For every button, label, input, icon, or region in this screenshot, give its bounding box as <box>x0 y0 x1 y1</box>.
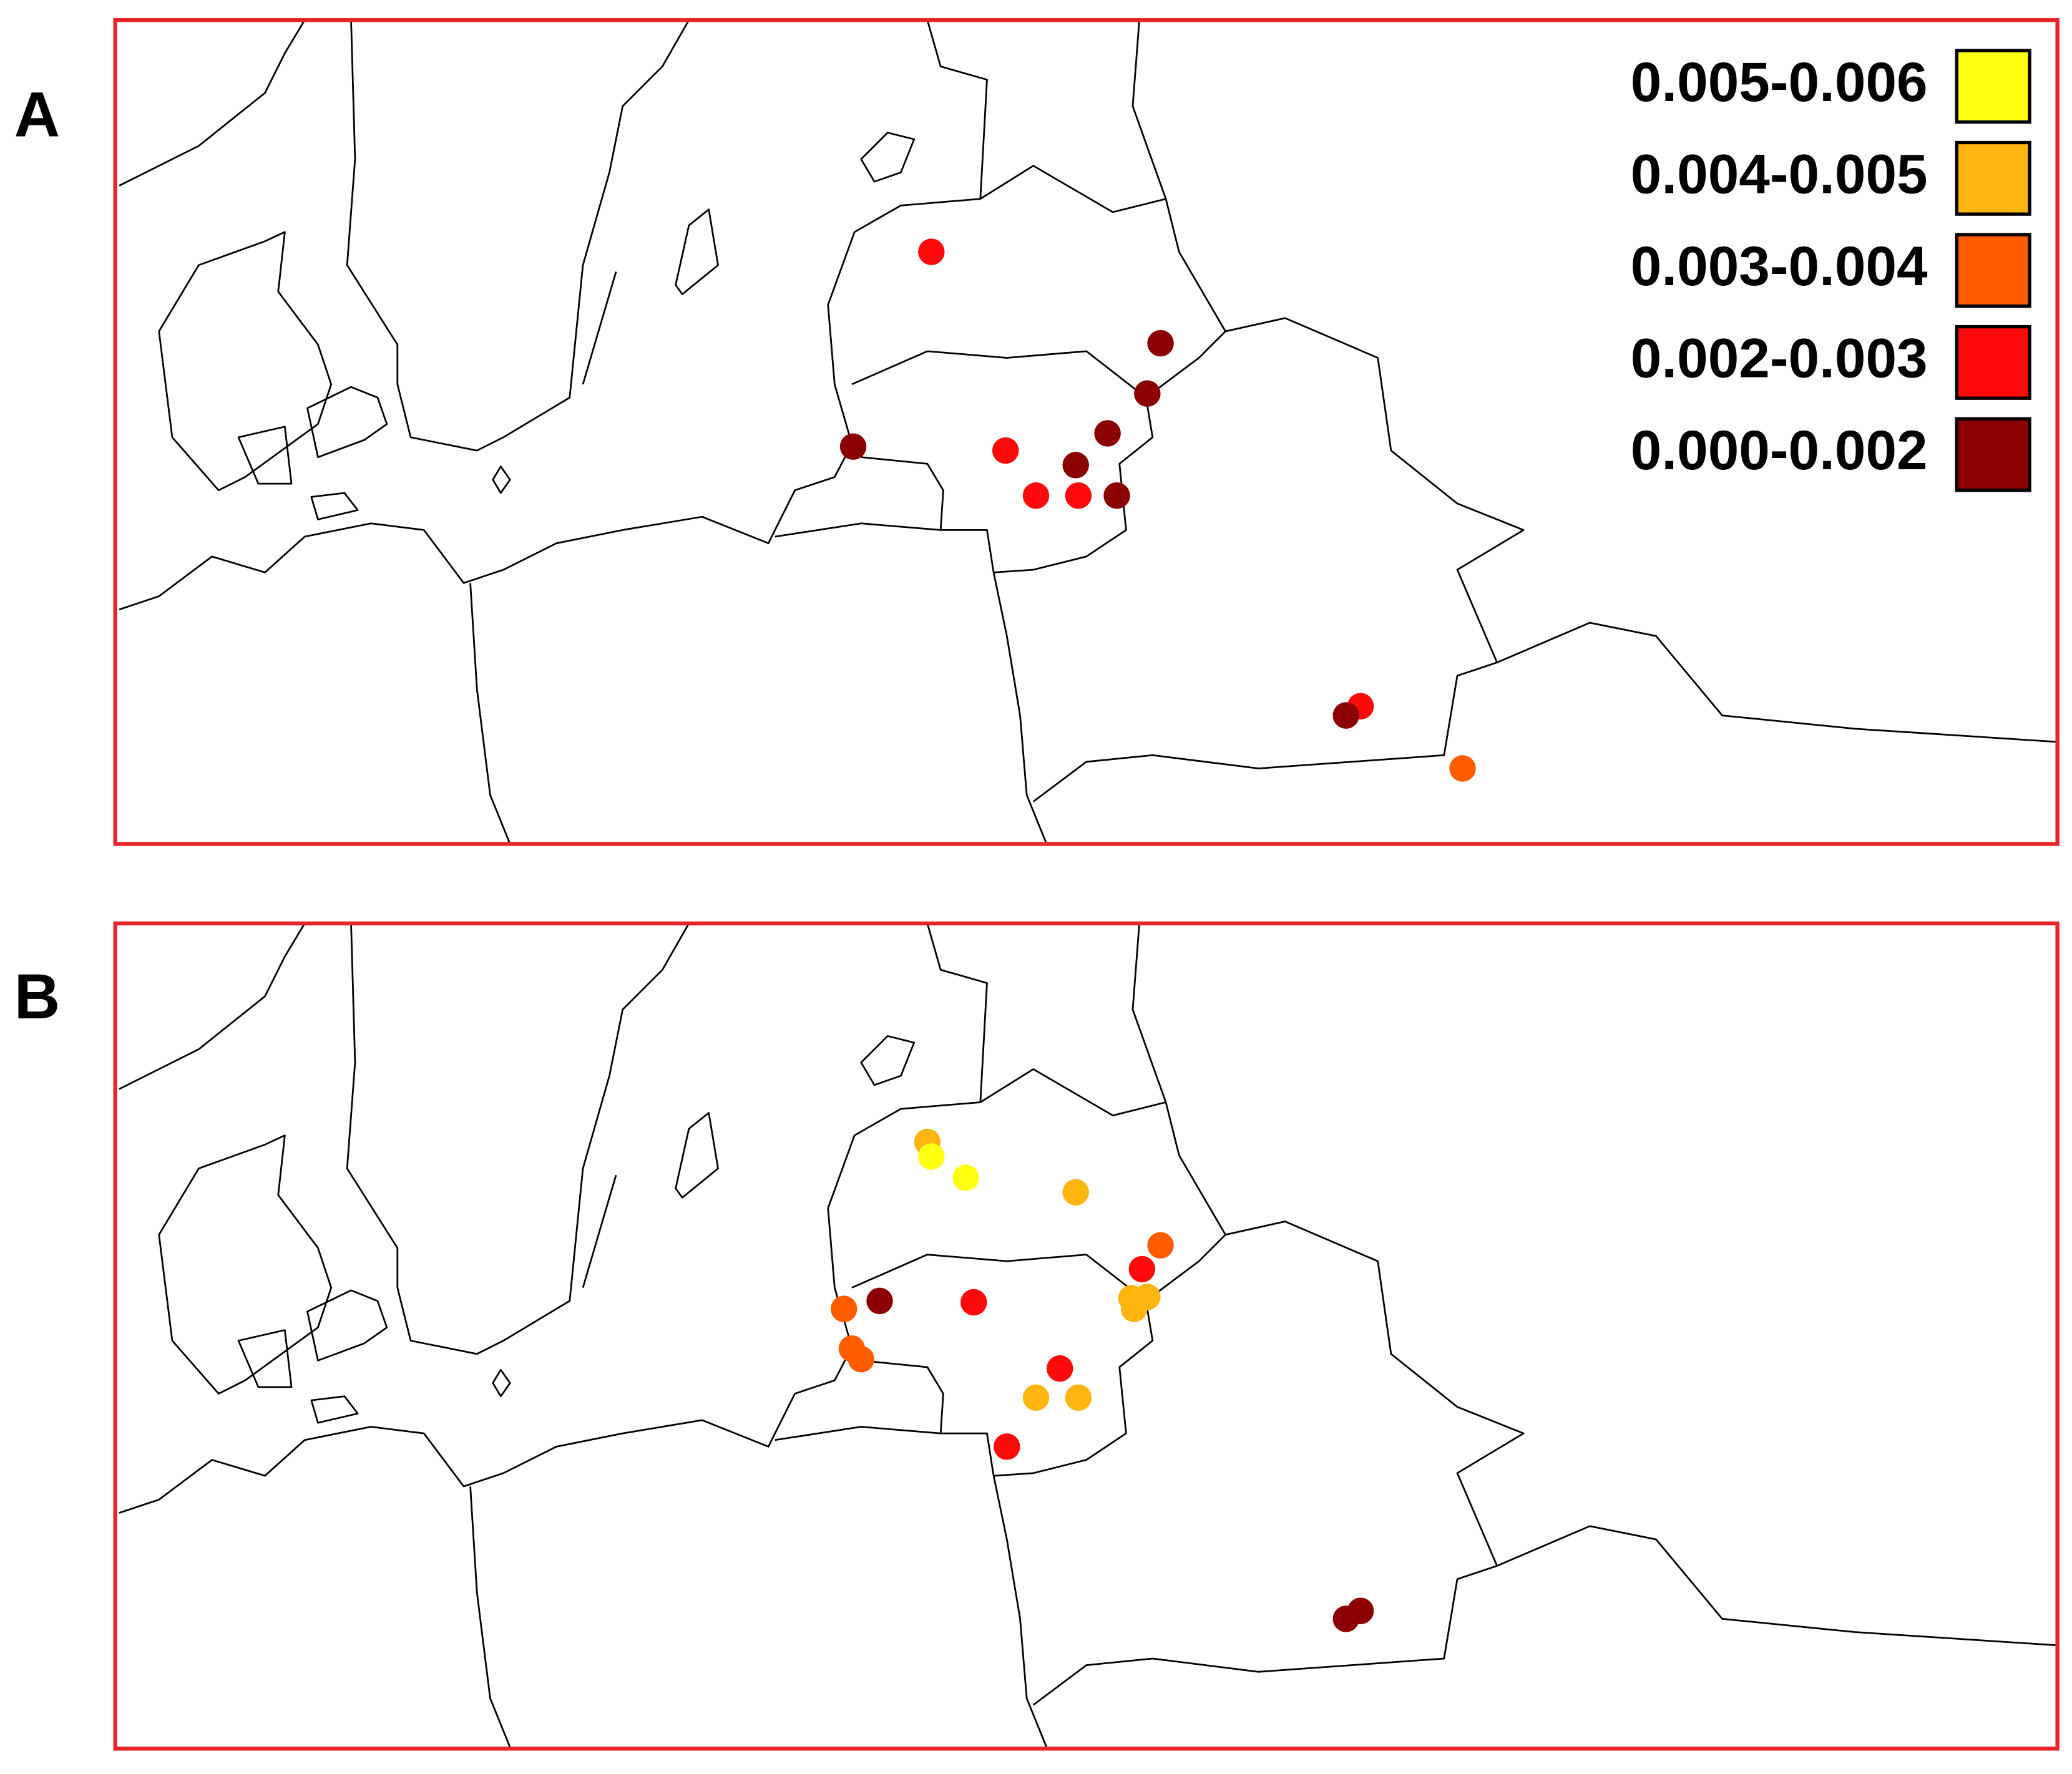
site <box>992 437 1019 464</box>
site <box>960 1289 987 1316</box>
panel-label: A <box>14 79 61 150</box>
site <box>1332 702 1359 729</box>
legend-label: 0.004-0.005 <box>1631 142 1928 205</box>
legend-swatch <box>1955 49 2031 124</box>
legend-swatch <box>1955 417 2031 492</box>
site <box>1062 1179 1089 1206</box>
legend-swatch <box>1955 324 2031 400</box>
site <box>866 1287 893 1315</box>
panel-frame <box>113 921 2060 1751</box>
site <box>1120 1295 1148 1322</box>
site <box>952 1164 979 1191</box>
site <box>1449 755 1476 782</box>
panel-label: B <box>14 961 61 1032</box>
site <box>994 1433 1020 1460</box>
site <box>1065 482 1092 509</box>
sites <box>830 1128 1374 1632</box>
panel-frame <box>113 17 2060 846</box>
legend-swatch <box>1955 140 2031 216</box>
site <box>918 238 945 265</box>
site <box>1065 1384 1092 1411</box>
site <box>830 1295 858 1322</box>
panel-a: A 0.005-0.006 0.004-0.005 0.003-0.004 0.002… <box>14 17 2060 846</box>
site <box>1147 1232 1174 1259</box>
site <box>1022 1384 1050 1411</box>
site <box>1128 1255 1156 1283</box>
site <box>1134 380 1161 407</box>
legend-label: 0.003-0.004 <box>1631 235 1928 297</box>
sites <box>839 238 1476 782</box>
site <box>918 1143 945 1170</box>
panel-b: B <box>14 921 2060 1751</box>
legend-label: 0.000-0.002 <box>1631 419 1928 481</box>
site <box>1147 329 1174 357</box>
site <box>1022 482 1050 509</box>
site <box>1046 1355 1073 1382</box>
basemap <box>118 923 2058 1748</box>
site <box>1332 1606 1359 1632</box>
site <box>1103 482 1130 509</box>
legend-label: 0.002-0.003 <box>1631 326 1928 389</box>
legend-label: 0.005-0.006 <box>1631 51 1928 113</box>
site <box>1062 452 1089 479</box>
site <box>839 433 867 460</box>
legend-swatch <box>1955 233 2031 308</box>
legend: 0.005-0.006 0.004-0.005 0.003-0.004 0.002-0… <box>1631 49 2031 492</box>
site <box>848 1346 875 1373</box>
site <box>1094 420 1121 447</box>
